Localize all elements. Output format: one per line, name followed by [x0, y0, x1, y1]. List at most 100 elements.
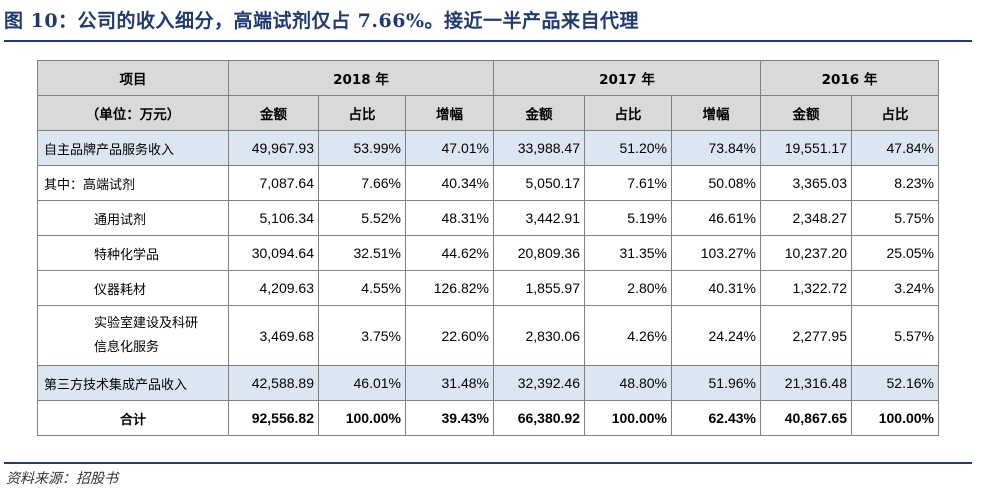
total-row: 合计 92,556.82 100.00% 39.43% 66,380.92 10…: [37, 400, 939, 436]
cell: 33,988.47: [493, 130, 585, 166]
row-label: 第三方技术集成产品收入: [37, 365, 229, 401]
header-share: 占比: [318, 95, 406, 131]
cell: 49,967.93: [228, 130, 319, 166]
header-row-metrics: （单位：万元） 金额 占比 增幅 金额 占比 增幅 金额 占比: [37, 95, 939, 131]
cell: 5.19%: [584, 200, 672, 236]
figure-title: 图 10：公司的收入细分，高端试剂仅占 7.66%。接近一半产品来自代理: [4, 10, 640, 32]
table-row: 通用试剂 5,106.34 5.52% 48.31% 3,442.91 5.19…: [37, 200, 939, 236]
cell: 5.75%: [851, 200, 939, 236]
source-divider: [4, 462, 972, 464]
cell: 126.82%: [405, 270, 494, 306]
cell: 73.84%: [671, 130, 761, 166]
cell: 47.84%: [851, 130, 939, 166]
revenue-breakdown-table: 项目 2018 年 2017 年 2016 年 （单位：万元） 金额 占比 增幅…: [37, 60, 939, 436]
cell: 44.62%: [405, 235, 494, 271]
cell: 5,106.34: [228, 200, 319, 236]
header-unit: （单位：万元）: [37, 95, 229, 131]
cell: 39.43%: [405, 400, 494, 436]
cell: 5.52%: [318, 200, 406, 236]
cell: 1,322.72: [760, 270, 852, 306]
cell: 40,867.65: [760, 400, 852, 436]
cell: 100.00%: [318, 400, 406, 436]
cell: 100.00%: [584, 400, 672, 436]
cell: 92,556.82: [228, 400, 319, 436]
cell: 32.51%: [318, 235, 406, 271]
row-label: 实验室建设及科研 信息化服务: [37, 305, 229, 366]
header-year-2018: 2018 年: [228, 60, 494, 96]
cell: 52.16%: [851, 365, 939, 401]
cell: 2.80%: [584, 270, 672, 306]
table-row: 自主品牌产品服务收入 49,967.93 53.99% 47.01% 33,98…: [37, 130, 939, 166]
header-growth: 增幅: [405, 95, 494, 131]
cell: 21,316.48: [760, 365, 852, 401]
cell: 103.27%: [671, 235, 761, 271]
table-row: 实验室建设及科研 信息化服务 3,469.68 3.75% 22.60% 2,8…: [37, 305, 939, 366]
cell: 48.80%: [584, 365, 672, 401]
cell: 22.60%: [405, 305, 494, 366]
header-row-years: 项目 2018 年 2017 年 2016 年: [37, 60, 939, 96]
cell: 20,809.36: [493, 235, 585, 271]
table-row: 特种化学品 30,094.64 32.51% 44.62% 20,809.36 …: [37, 235, 939, 271]
cell: 32,392.46: [493, 365, 585, 401]
cell: 100.00%: [851, 400, 939, 436]
cell: 5.57%: [851, 305, 939, 366]
cell: 40.34%: [405, 165, 494, 201]
cell: 3,365.03: [760, 165, 852, 201]
header-share: 占比: [851, 95, 939, 131]
row-label: 其中：高端试剂: [37, 165, 229, 201]
cell: 42,588.89: [228, 365, 319, 401]
cell: 10,237.20: [760, 235, 852, 271]
cell: 50.08%: [671, 165, 761, 201]
row-label: 合计: [37, 400, 229, 436]
cell: 66,380.92: [493, 400, 585, 436]
cell: 25.05%: [851, 235, 939, 271]
cell: 19,551.17: [760, 130, 852, 166]
header-share: 占比: [584, 95, 672, 131]
cell: 7.61%: [584, 165, 672, 201]
cell: 47.01%: [405, 130, 494, 166]
cell: 2,348.27: [760, 200, 852, 236]
row-label-line: 实验室建设及科研: [94, 315, 199, 331]
cell: 5,050.17: [493, 165, 585, 201]
row-label-line: 信息化服务: [94, 339, 160, 355]
cell: 53.99%: [318, 130, 406, 166]
cell: 51.96%: [671, 365, 761, 401]
cell: 51.20%: [584, 130, 672, 166]
table-row: 其中：高端试剂 7,087.64 7.66% 40.34% 5,050.17 7…: [37, 165, 939, 201]
header-year-2016: 2016 年: [760, 60, 939, 96]
cell: 3,469.68: [228, 305, 319, 366]
cell: 4.26%: [584, 305, 672, 366]
cell: 3.24%: [851, 270, 939, 306]
cell: 4,209.63: [228, 270, 319, 306]
header-amount: 金额: [228, 95, 319, 131]
cell: 2,277.95: [760, 305, 852, 366]
cell: 31.35%: [584, 235, 672, 271]
header-year-2017: 2017 年: [493, 60, 761, 96]
cell: 48.31%: [405, 200, 494, 236]
cell: 46.61%: [671, 200, 761, 236]
cell: 30,094.64: [228, 235, 319, 271]
row-label: 仪器耗材: [37, 270, 229, 306]
cell: 3,442.91: [493, 200, 585, 236]
header-amount: 金额: [760, 95, 852, 131]
row-label: 自主品牌产品服务收入: [37, 130, 229, 166]
cell: 24.24%: [671, 305, 761, 366]
cell: 2,830.06: [493, 305, 585, 366]
row-label: 特种化学品: [37, 235, 229, 271]
cell: 7.66%: [318, 165, 406, 201]
header-growth: 增幅: [671, 95, 761, 131]
row-label: 通用试剂: [37, 200, 229, 236]
source-note: 资料来源：招股书: [6, 471, 118, 487]
table-row: 第三方技术集成产品收入 42,588.89 46.01% 31.48% 32,3…: [37, 365, 939, 401]
title-divider: [4, 40, 972, 42]
cell: 4.55%: [318, 270, 406, 306]
cell: 31.48%: [405, 365, 494, 401]
header-amount: 金额: [493, 95, 585, 131]
cell: 1,855.97: [493, 270, 585, 306]
cell: 40.31%: [671, 270, 761, 306]
cell: 8.23%: [851, 165, 939, 201]
cell: 62.43%: [671, 400, 761, 436]
cell: 7,087.64: [228, 165, 319, 201]
cell: 46.01%: [318, 365, 406, 401]
table-row: 仪器耗材 4,209.63 4.55% 126.82% 1,855.97 2.8…: [37, 270, 939, 306]
